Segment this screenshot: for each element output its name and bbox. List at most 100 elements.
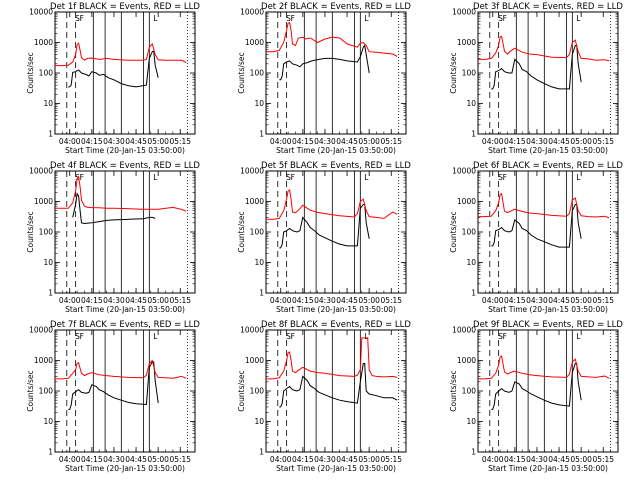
x-tick-label: 05:15 [592,296,614,305]
marker-letter-l: L [576,332,581,341]
y-tick-label: 10 [466,258,476,267]
marker-letter-f: F [503,14,507,23]
marker-letter-l: L [153,14,158,23]
x-tick-label: 04:30 [103,296,125,305]
x-axis-label: Start Time (20-Jan-15 03:50:00) [276,305,396,314]
marker-letter-f: F [291,332,295,341]
chart-panel-7: Det 7f BLACK = Events, RED = LLD S F L 1 10 10… [26,320,200,473]
chart-panel-2: Det 2f BLACK = Events, RED = LLD S F L 1 10 10… [237,2,411,155]
chart-panel-8: Det 8f BLACK = Events, RED = LLD S F L 1 10 10… [237,320,411,473]
x-tick-label: 04:00 [482,296,504,305]
y-tick-label: 1 [259,448,264,457]
x-tick-label: 04:45 [548,137,570,146]
marker-letter-s: S [286,332,291,341]
lld-series-line [55,359,187,380]
x-axis-label: Start Time (20-Jan-15 03:50:00) [276,464,396,473]
x-tick-label: 04:15 [81,296,103,305]
marker-letter-f: F [80,173,84,182]
marker-letter-s: S [498,332,503,341]
chart-title: Det 9f BLACK = Events, RED = LLD [473,320,623,330]
y-tick-label: 10 [254,258,264,267]
x-tick-label: 04:45 [125,296,147,305]
y-axis-label: Counts/sec [237,52,246,93]
x-tick-label: 04:30 [314,455,336,464]
x-tick-label: 04:00 [482,455,504,464]
x-axis-label: Start Time (20-Jan-15 03:50:00) [276,146,396,155]
x-tick-label: 04:30 [526,296,548,305]
x-tick-label: 04:30 [526,137,548,146]
y-tick-label: 1000 [245,197,264,206]
chart-title: Det 7f BLACK = Events, RED = LLD [50,320,200,330]
x-tick-label: 04:30 [314,137,336,146]
x-tick-label: 05:15 [169,455,191,464]
x-tick-label: 04:15 [81,455,103,464]
x-tick-label: 05:00 [358,137,380,146]
x-tick-label: 04:00 [270,455,292,464]
x-tick-label: 05:15 [169,296,191,305]
y-tick-label: 100 [39,69,54,78]
x-tick-label: 04:15 [81,137,103,146]
y-tick-label: 10 [466,99,476,108]
x-tick-label: 04:30 [103,455,125,464]
y-tick-label: 100 [462,228,477,237]
y-tick-label: 1 [259,130,264,139]
y-axis-label: Counts/sec [449,370,458,411]
y-tick-label: 1000 [457,38,476,47]
y-tick-label: 1000 [34,197,53,206]
events-series-line [491,45,582,90]
x-tick-label: 04:45 [125,455,147,464]
y-tick-label: 10000 [29,326,53,335]
marker-letter-s: S [286,14,291,23]
y-tick-label: 10 [43,417,53,426]
y-tick-label: 1000 [34,356,53,365]
y-tick-label: 1 [471,130,476,139]
x-tick-label: 04:30 [314,296,336,305]
y-tick-label: 10 [254,417,264,426]
x-tick-label: 04:00 [59,137,81,146]
x-tick-label: 05:00 [147,455,169,464]
y-tick-label: 10000 [240,167,264,176]
x-tick-label: 04:00 [59,455,81,464]
marker-letter-l: L [364,14,369,23]
x-tick-label: 04:30 [526,455,548,464]
marker-letter-l: L [153,173,158,182]
x-tick-label: 04:45 [336,137,358,146]
lld-series-line [478,192,610,219]
x-tick-label: 04:00 [270,296,292,305]
chart-panel-1: Det 1f BLACK = Events, RED = LLD S F L 1 10 10… [26,2,200,155]
events-series-line [279,204,370,249]
x-tick-label: 04:15 [292,296,314,305]
x-tick-label: 05:15 [380,455,402,464]
y-tick-label: 100 [462,69,477,78]
x-axis-label: Start Time (20-Jan-15 03:50:00) [488,305,608,314]
y-tick-label: 10 [43,99,53,108]
events-series-line [68,50,159,88]
y-axis-label: Counts/sec [26,211,35,252]
lld-series-line [266,337,398,380]
x-tick-label: 04:30 [103,137,125,146]
chart-panel-5: Det 5f BLACK = Events, RED = LLD S F L 1 10 10… [237,161,411,314]
marker-letter-s: S [75,332,80,341]
x-tick-label: 04:00 [59,296,81,305]
y-tick-label: 10 [254,99,264,108]
lld-series-line [55,175,187,212]
y-axis-label: Counts/sec [26,52,35,93]
x-tick-label: 04:45 [548,455,570,464]
marker-letter-f: F [80,14,84,23]
y-tick-label: 1000 [34,38,53,47]
events-series-line [72,192,156,225]
x-tick-label: 04:45 [548,296,570,305]
chart-title: Det 3f BLACK = Events, RED = LLD [473,2,623,12]
x-tick-label: 04:45 [125,137,147,146]
chart-title: Det 1f BLACK = Events, RED = LLD [50,2,200,12]
marker-letter-f: F [291,14,295,23]
chart-title: Det 2f BLACK = Events, RED = LLD [261,2,411,12]
events-series-line [68,361,159,410]
x-axis-label: Start Time (20-Jan-15 03:50:00) [488,464,608,473]
y-tick-label: 100 [250,387,265,396]
marker-letter-s: S [286,173,291,182]
chart-title: Det 4f BLACK = Events, RED = LLD [50,161,200,171]
y-axis-label: Counts/sec [449,52,458,93]
y-tick-label: 100 [250,69,265,78]
events-series-line [279,44,370,81]
